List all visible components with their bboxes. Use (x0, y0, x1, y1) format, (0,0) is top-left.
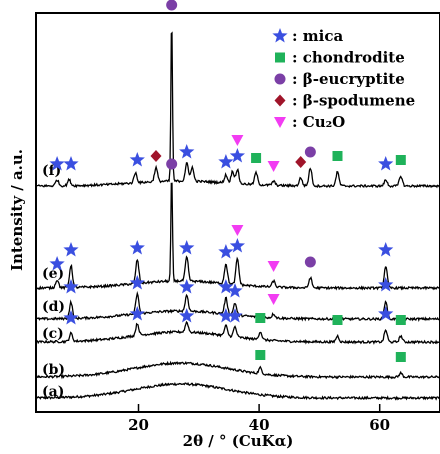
curve-f (36, 31, 440, 189)
marker-mica-e-5 (218, 244, 234, 259)
legend: : mica : chondrodite : β-eucryptite : β-spo… (272, 27, 415, 131)
legend-chondrodite-icon (275, 52, 285, 63)
marker-chondrodite-c-6 (332, 315, 343, 325)
legend-eucryptite-label: : β-eucryptite (292, 70, 405, 88)
curve-label-b: (b) (42, 362, 65, 378)
curve-d (35, 290, 440, 323)
marker-mica-d-4 (227, 283, 243, 298)
marker-mica-e-10 (378, 242, 394, 257)
marker-mica-c-4 (227, 308, 243, 323)
marker-eucryptite-f-12 (304, 146, 316, 158)
marker-mica-d-0 (63, 279, 79, 294)
marker-mica-f-0 (49, 156, 65, 171)
marker-chondrodite-f-9 (251, 153, 262, 163)
legend-mica-label: : mica (292, 27, 343, 45)
x-axis-ticks: 20 40 60 (128, 404, 390, 434)
legend-cu2o-icon (274, 117, 286, 128)
marker-mica-f-14 (378, 156, 394, 171)
marker-chondrodite-f-13 (332, 151, 343, 161)
marker-mica-c-7 (378, 306, 394, 321)
marker-chondrodite-b-0 (255, 350, 266, 360)
curve-label-e: (e) (42, 266, 64, 282)
y-axis-label: Intensity / a.u. (8, 149, 26, 271)
marker-spodumene-f-11 (295, 156, 307, 168)
marker-cu2o-f-10 (267, 161, 280, 172)
marker-mica-e-2 (129, 240, 145, 255)
x-axis-label: 2θ / ° (CuKα) (183, 432, 294, 450)
marker-mica-d-2 (179, 279, 195, 294)
marker-chondrodite-f-15 (395, 155, 406, 165)
marker-mica-f-1 (63, 156, 79, 171)
marker-eucryptite-e-9 (304, 256, 316, 268)
marker-chondrodite-c-5 (255, 313, 266, 323)
marker-mica-f-2 (129, 152, 145, 167)
marker-mica-d-3 (218, 279, 234, 294)
marker-mica-f-7 (229, 148, 245, 163)
marker-mica-e-4 (179, 240, 195, 255)
marker-chondrodite-c-8 (395, 315, 406, 325)
marker-mica-e-6 (229, 238, 245, 253)
curve-label-a: (a) (42, 384, 64, 400)
marker-cu2o-d-5 (267, 294, 280, 305)
curve-c (35, 320, 440, 345)
legend-spodumene-icon (274, 94, 286, 107)
marker-mica-d-6 (378, 277, 394, 292)
curve-label-d: (d) (42, 299, 65, 315)
marker-spodumene-f-3 (150, 150, 162, 162)
legend-chondrodite-label: : chondrodite (292, 49, 405, 67)
marker-chondrodite-b-1 (395, 352, 406, 362)
phase-markers (49, 0, 406, 362)
marker-mica-f-5 (179, 144, 195, 159)
legend-mica-icon (272, 28, 288, 43)
marker-cu2o-e-7 (231, 225, 244, 236)
curve-label-c: (c) (42, 326, 64, 342)
marker-mica-f-6 (218, 154, 234, 169)
marker-mica-e-1 (63, 242, 79, 257)
marker-mica-c-1 (129, 306, 145, 321)
legend-spodumene-label: : β-spodumene (292, 92, 415, 110)
curve-a (35, 382, 440, 401)
x-tick-label-40: 40 (249, 416, 270, 434)
marker-cu2o-f-8 (231, 135, 244, 146)
plot-frame (35, 12, 440, 413)
marker-eucryptite-f-4 (166, 0, 178, 11)
marker-cu2o-e-8 (267, 261, 280, 272)
marker-eucryptite-e-3 (166, 158, 178, 170)
marker-mica-c-3 (218, 308, 234, 323)
curve-e (35, 182, 440, 291)
x-tick-label-60: 60 (369, 416, 390, 434)
legend-eucryptite-icon (274, 73, 286, 85)
marker-mica-d-1 (129, 275, 145, 290)
legend-cu2o-label: : Cu₂O (292, 113, 345, 131)
marker-mica-c-0 (63, 310, 79, 325)
curve-b (35, 360, 440, 380)
marker-mica-e-0 (49, 256, 65, 271)
x-tick-label-20: 20 (128, 416, 149, 434)
marker-mica-c-2 (179, 308, 195, 323)
xrd-curves: (a)(b)(c)(d)(e)(f) (35, 31, 440, 401)
